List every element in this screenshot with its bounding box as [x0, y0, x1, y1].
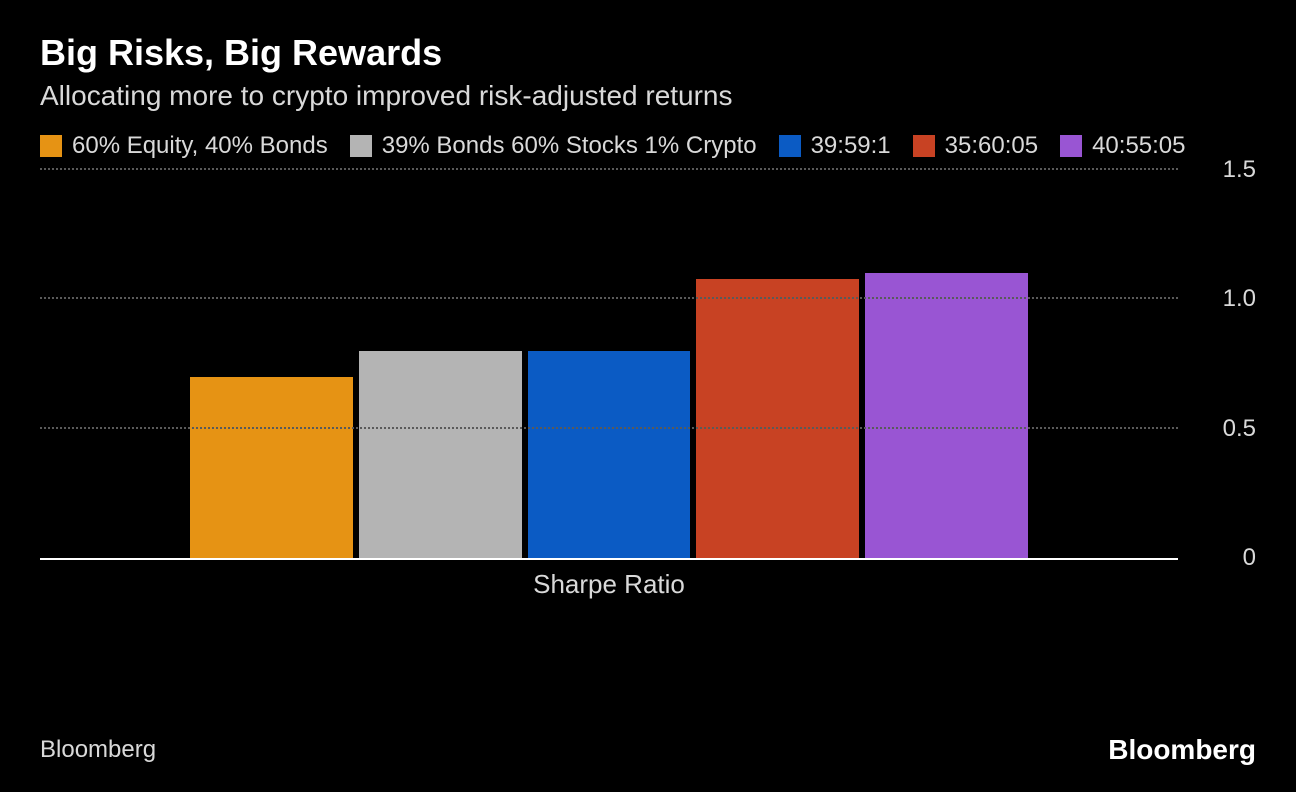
- gridline: [40, 427, 1178, 429]
- legend-swatch: [350, 135, 372, 157]
- legend-item: 39% Bonds 60% Stocks 1% Crypto: [350, 132, 757, 160]
- legend-label: 60% Equity, 40% Bonds: [72, 132, 328, 160]
- legend-item: 35:60:05: [913, 132, 1038, 160]
- bar: [359, 351, 522, 558]
- y-tick-label: 0.5: [1186, 415, 1256, 443]
- bar: [865, 273, 1028, 558]
- x-axis-label: Sharpe Ratio: [40, 569, 1178, 600]
- y-tick-label: 1.0: [1186, 285, 1256, 313]
- legend: 60% Equity, 40% Bonds 39% Bonds 60% Stoc…: [40, 132, 1256, 160]
- chart-subtitle: Allocating more to crypto improved risk-…: [40, 80, 1256, 112]
- y-tick-label: 0: [1186, 544, 1256, 572]
- legend-label: 40:55:05: [1092, 132, 1185, 160]
- chart-area: 00.51.01.5 Sharpe Ratio: [40, 170, 1256, 600]
- brand-label: Bloomberg: [1108, 734, 1256, 766]
- bars-group: [40, 170, 1178, 558]
- legend-item: 40:55:05: [1060, 132, 1185, 160]
- legend-swatch: [913, 135, 935, 157]
- legend-swatch: [1060, 135, 1082, 157]
- legend-item: 60% Equity, 40% Bonds: [40, 132, 328, 160]
- legend-label: 35:60:05: [945, 132, 1038, 160]
- legend-swatch: [40, 135, 62, 157]
- gridline: [40, 297, 1178, 299]
- bar: [528, 351, 691, 558]
- chart-card: Big Risks, Big Rewards Allocating more t…: [0, 0, 1296, 792]
- bar: [696, 279, 859, 558]
- legend-label: 39% Bonds 60% Stocks 1% Crypto: [382, 132, 757, 160]
- source-label: Bloomberg: [40, 736, 156, 764]
- y-tick-label: 1.5: [1186, 156, 1256, 184]
- legend-label: 39:59:1: [811, 132, 891, 160]
- legend-item: 39:59:1: [779, 132, 891, 160]
- legend-swatch: [779, 135, 801, 157]
- chart-title: Big Risks, Big Rewards: [40, 32, 1256, 74]
- bar: [190, 377, 353, 558]
- gridline: [40, 168, 1178, 170]
- plot-region: 00.51.01.5: [40, 170, 1178, 560]
